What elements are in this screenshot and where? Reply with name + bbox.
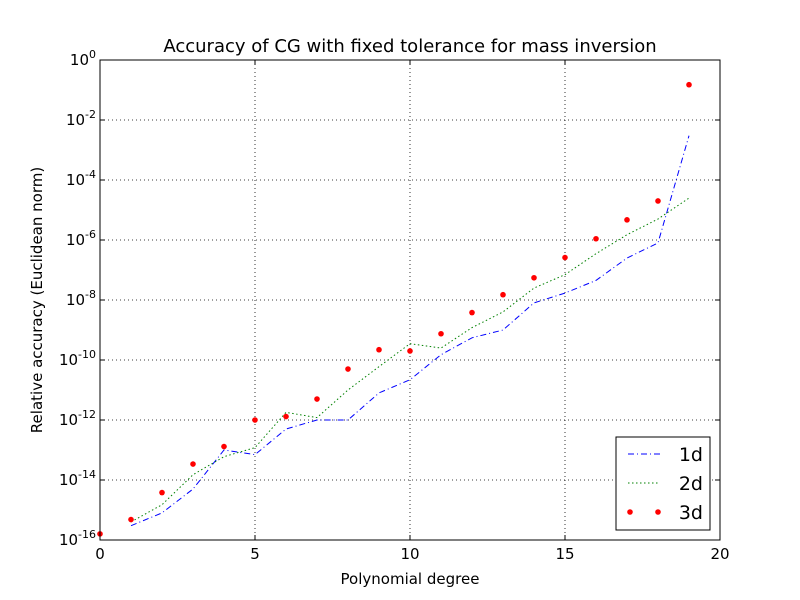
x-tick-label: 10 [400, 545, 419, 563]
data-point [469, 309, 475, 316]
legend-marker [655, 509, 661, 515]
data-point [593, 235, 599, 242]
series-line [130, 135, 690, 527]
data-point [159, 489, 165, 496]
legend-label: 1d [679, 444, 703, 466]
data-point [314, 396, 320, 402]
legend-entry-2d: 2d [628, 473, 703, 495]
data-point [655, 198, 661, 204]
ticks: 0 5 10 15 20 100 10-2 10-4 10-6 10-8 10-10 10-12 10-… [59, 48, 730, 563]
x-tick-label: 15 [555, 545, 574, 563]
legend: 1d 2d 3d [615, 436, 711, 531]
data-point [438, 330, 444, 337]
data-point [376, 346, 382, 353]
chart-title: Accuracy of CG with fixed tolerance for … [163, 36, 656, 57]
y-tick-label: 10-8 [66, 288, 96, 309]
data-point [531, 274, 537, 281]
data-point [500, 291, 506, 298]
data-point [686, 81, 692, 88]
x-tick-label: 5 [250, 545, 260, 563]
y-tick-label: 10-4 [66, 168, 96, 189]
data-point [345, 366, 351, 372]
data-point [190, 461, 196, 467]
legend-label: 2d [679, 473, 703, 495]
legend-label: 3d [679, 502, 703, 524]
y-axis-label: Relative accuracy (Euclidean norm) [28, 167, 46, 433]
y-tick-label: 10-6 [66, 228, 96, 249]
series-line [130, 197, 690, 523]
y-tick-label: 10-2 [66, 108, 96, 129]
x-axis-label: Polynomial degree [341, 570, 480, 588]
y-tick-label: 10-14 [59, 468, 96, 489]
data-point [283, 413, 289, 420]
legend-entry-3d: 3d [627, 502, 703, 524]
legend-marker [627, 509, 633, 515]
data-point [252, 417, 258, 423]
y-tick-label: 10-10 [59, 348, 96, 369]
data-point [221, 443, 227, 450]
data-point [128, 516, 134, 523]
data-point [624, 217, 630, 223]
legend-entry-1d: 1d [628, 444, 703, 466]
y-tick-label: 100 [70, 48, 96, 69]
series-2d [130, 197, 690, 523]
data-point [562, 254, 568, 261]
x-tick-label: 0 [95, 545, 105, 563]
legend-box [615, 436, 711, 531]
x-tick-label: 20 [710, 545, 729, 563]
y-tick-label: 10-16 [59, 528, 96, 549]
series-1d [130, 135, 690, 527]
y-tick-label: 10-12 [59, 408, 96, 429]
data-point [407, 348, 413, 354]
